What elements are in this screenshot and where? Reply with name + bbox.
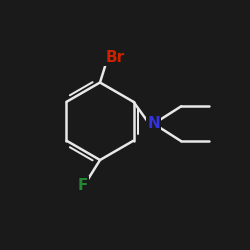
Text: Br: Br bbox=[106, 50, 124, 65]
Text: N: N bbox=[148, 116, 160, 131]
Text: F: F bbox=[77, 178, 88, 192]
